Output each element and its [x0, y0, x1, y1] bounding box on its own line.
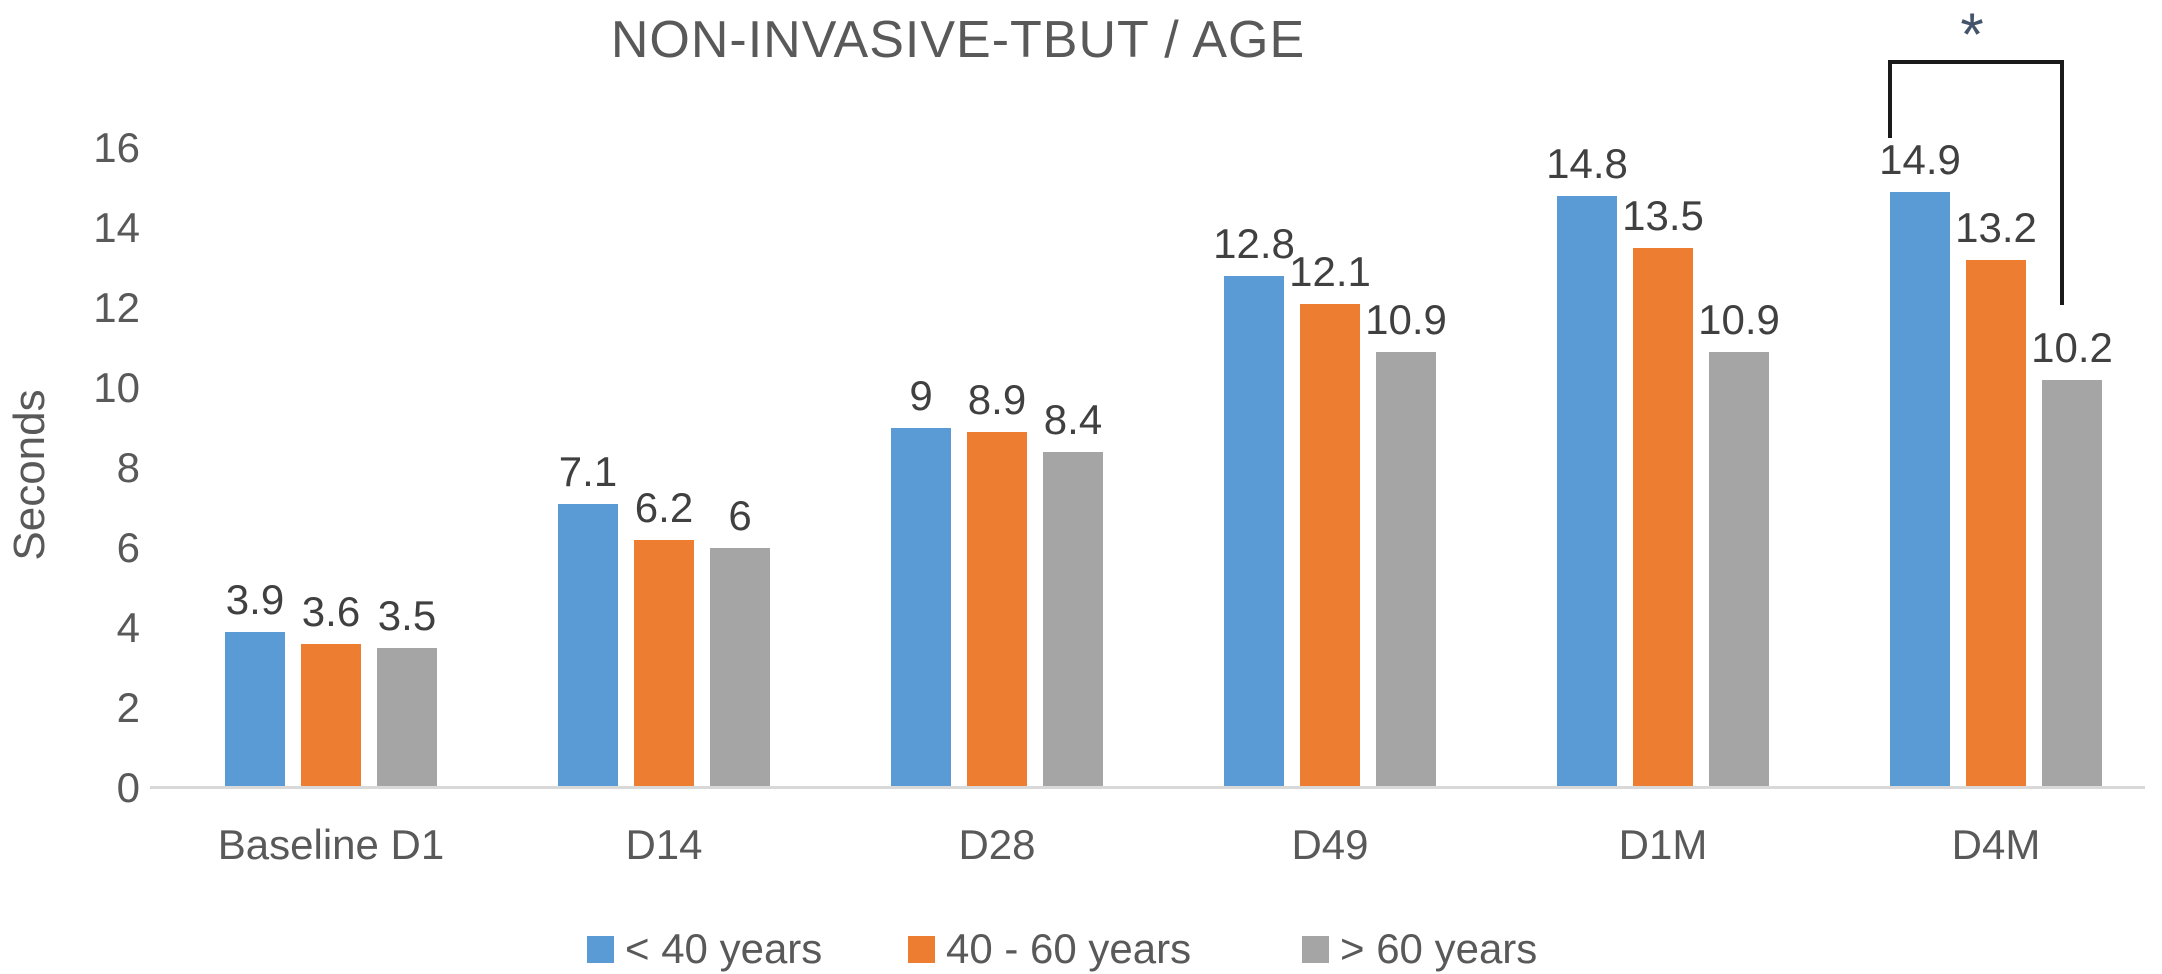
- y-tick-label: 10: [93, 364, 140, 411]
- bar: [301, 644, 361, 788]
- legend-item: < 40 years: [587, 926, 822, 972]
- value-label: 10.9: [1365, 296, 1447, 343]
- bar: [1300, 304, 1360, 788]
- legend-item: 40 - 60 years: [908, 926, 1191, 972]
- bar: [634, 540, 694, 788]
- legend-label: > 60 years: [1340, 925, 1538, 972]
- bar: [225, 632, 285, 788]
- value-label: 3.6: [301, 588, 361, 635]
- bar: [558, 504, 618, 788]
- x-axis-category-label: D4M: [1951, 821, 2041, 868]
- value-label: 3.5: [377, 592, 437, 639]
- bar: [710, 548, 770, 788]
- bar: [1890, 192, 1950, 788]
- y-tick-label: 4: [116, 604, 140, 651]
- x-axis-category-label: D28: [958, 821, 1036, 868]
- bar: [1557, 196, 1617, 788]
- value-label: 6.2: [634, 484, 694, 531]
- legend-swatch: [1302, 935, 1329, 963]
- value-label: 8.9: [967, 376, 1027, 423]
- bar: [1043, 452, 1103, 788]
- value-label: 10.2: [2031, 324, 2113, 371]
- x-axis-line: [150, 786, 2145, 789]
- value-label: 6: [728, 492, 752, 539]
- value-label: 7.1: [558, 448, 618, 495]
- significance-asterisk: *: [1960, 1, 1984, 68]
- value-label: 13.5: [1622, 192, 1704, 239]
- legend-swatch: [908, 935, 935, 963]
- y-tick-label: 12: [93, 284, 140, 331]
- y-tick-label: 16: [93, 124, 140, 171]
- value-label: 14.8: [1546, 140, 1628, 187]
- x-axis-category-label: Baseline D1: [217, 821, 445, 868]
- chart-title: NON-INVASIVE-TBUT / AGE: [610, 11, 1306, 69]
- value-label: 3.9: [225, 576, 285, 623]
- legend-swatch: [587, 935, 614, 963]
- x-axis-category-label: D49: [1291, 821, 1369, 868]
- y-tick-label: 14: [93, 204, 140, 251]
- y-tick-label: 0: [116, 764, 140, 811]
- x-axis-category-label: D14: [625, 821, 703, 868]
- bar: [377, 648, 437, 788]
- y-tick-label: 6: [116, 524, 140, 571]
- bar: [1633, 248, 1693, 788]
- legend-label: 40 - 60 years: [946, 925, 1192, 972]
- value-label: 10.9: [1698, 296, 1780, 343]
- value-label: 8.4: [1043, 396, 1103, 443]
- bar: [2042, 380, 2102, 788]
- legend-label: < 40 years: [625, 925, 823, 972]
- y-tick-label: 8: [116, 444, 140, 491]
- value-label: 13.2: [1955, 204, 2037, 251]
- bar: [1966, 260, 2026, 788]
- value-label: 12.1: [1289, 248, 1371, 295]
- bar: [1224, 276, 1284, 788]
- bar: [1376, 352, 1436, 788]
- bar: [891, 428, 951, 788]
- value-label: 14.9: [1879, 136, 1961, 183]
- value-label: 9: [909, 372, 933, 419]
- x-axis-category-label: D1M: [1618, 821, 1708, 868]
- value-label: 12.8: [1213, 220, 1295, 267]
- legend-item: > 60 years: [1302, 926, 1537, 972]
- bar: [967, 432, 1027, 788]
- bar: [1709, 352, 1769, 788]
- y-tick-label: 2: [116, 684, 140, 731]
